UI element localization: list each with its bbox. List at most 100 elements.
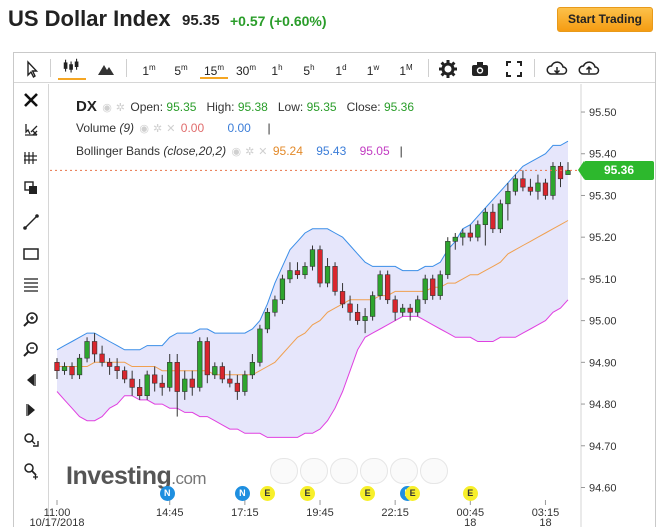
candle <box>445 237 451 279</box>
interval-15m[interactable]: 15m <box>200 57 228 79</box>
scroll-right-icon[interactable] <box>21 400 41 420</box>
nav-zoom-out-button[interactable] <box>330 458 358 484</box>
camera-icon[interactable] <box>470 58 490 80</box>
economic-event-marker[interactable]: E <box>462 486 478 501</box>
economic-event-marker[interactable]: E <box>405 486 421 501</box>
candle-body <box>302 266 308 276</box>
magnet-icon[interactable] <box>21 430 41 450</box>
close-icon[interactable]: ✕ <box>166 123 176 135</box>
candle-body <box>287 270 293 280</box>
candle-body <box>114 366 120 371</box>
measure-icon[interactable] <box>21 148 41 168</box>
download-icon[interactable] <box>546 58 568 80</box>
x-tick-label: 19:45 <box>306 507 334 519</box>
line-icon[interactable] <box>21 212 41 232</box>
interval-1m[interactable]: 1m <box>142 63 156 78</box>
interval-5h[interactable]: 5h <box>303 63 315 78</box>
candle <box>137 379 143 400</box>
eye-icon[interactable]: ◉ <box>139 123 149 135</box>
candle <box>242 370 248 396</box>
gear-icon[interactable] <box>438 58 458 80</box>
logo-text: Investing <box>66 462 172 490</box>
close-icon[interactable] <box>21 90 41 110</box>
open-label: Open: <box>130 100 164 114</box>
candle-body <box>272 299 278 313</box>
interval-1M[interactable]: 1M <box>399 63 413 78</box>
candle-body <box>249 362 256 376</box>
x-tick-label: 14:45 <box>156 507 184 519</box>
economic-event-marker[interactable]: E <box>360 486 376 501</box>
candle-body <box>197 341 203 388</box>
close-icon[interactable]: ✕ <box>258 146 268 158</box>
interval-1w[interactable]: 1w <box>366 63 380 78</box>
candle <box>204 337 210 384</box>
candle-body <box>257 328 263 363</box>
candle-body <box>520 178 526 188</box>
candle-body <box>189 378 195 388</box>
candle <box>54 358 60 380</box>
candles-icon[interactable] <box>58 56 86 80</box>
gear-icon[interactable]: ✲ <box>245 146 255 158</box>
y-tick-label: 94.70 <box>589 441 617 453</box>
zoom-in-icon[interactable] <box>21 310 41 330</box>
economic-event-marker[interactable]: E <box>299 486 315 501</box>
nav-left-button[interactable] <box>270 458 298 484</box>
eye-icon[interactable]: ◉ <box>102 102 112 114</box>
close-label: Close: <box>346 100 381 114</box>
rectangle-icon[interactable] <box>21 244 41 264</box>
nav-right-button[interactable] <box>420 458 448 484</box>
interval-1d[interactable]: 1d <box>335 63 347 78</box>
candle <box>234 374 240 400</box>
fib-icon[interactable] <box>21 274 41 294</box>
zoom-out-icon[interactable] <box>21 340 41 360</box>
nav-zoom-button[interactable] <box>360 458 388 484</box>
news-event-marker[interactable]: N <box>159 486 175 501</box>
scroll-left-icon[interactable] <box>21 370 41 390</box>
mountain-icon[interactable] <box>96 58 116 80</box>
economic-event-marker[interactable]: E <box>259 486 275 501</box>
gear-icon[interactable]: ✲ <box>115 102 126 114</box>
nav-reset-button[interactable] <box>390 458 418 484</box>
candle-body <box>505 190 511 205</box>
x-tick-label: 03:15 <box>532 507 560 519</box>
bb-upper-value: 95.43 <box>316 144 347 158</box>
candle-body <box>174 362 180 392</box>
last-price-tag: 95.36 <box>578 160 654 180</box>
nav-zoom-in-button[interactable] <box>300 458 328 484</box>
candle-body <box>512 178 519 192</box>
news-event-marker[interactable]: N <box>234 486 250 501</box>
x-tick-label: 00:45 <box>457 507 485 519</box>
volume-value-1: 0.00 <box>180 121 205 135</box>
candle <box>535 174 541 200</box>
crosshair-icon[interactable] <box>21 120 41 140</box>
fullscreen-icon[interactable] <box>504 58 524 80</box>
candle-body <box>309 249 316 267</box>
copy-icon[interactable] <box>21 178 41 198</box>
candle-body <box>264 311 271 330</box>
x-tick-label: 22:15 <box>381 507 409 519</box>
upload-icon[interactable] <box>578 58 600 80</box>
interval-30m[interactable]: 30m <box>235 63 257 78</box>
cursor-icon[interactable] <box>22 58 42 80</box>
candle <box>249 353 256 380</box>
candle <box>69 362 75 380</box>
low-value: 95.35 <box>306 100 337 114</box>
reset-icon[interactable] <box>21 460 41 480</box>
candle <box>294 262 301 279</box>
interval-5m[interactable]: 5m <box>174 63 188 78</box>
interval-1h[interactable]: 1h <box>271 63 283 78</box>
eye-icon[interactable]: ◉ <box>231 146 242 158</box>
gear-icon[interactable]: ✲ <box>153 123 163 135</box>
candle <box>189 370 195 396</box>
candle-body <box>76 357 83 376</box>
volume-legend: Volume (9) ◉ ✲ ✕ 0.00 0.00 | <box>76 121 271 135</box>
start-trading-button[interactable]: Start Trading <box>557 7 653 32</box>
candle-body <box>182 378 188 392</box>
candle-body <box>122 370 128 380</box>
candle-body <box>527 186 534 192</box>
toolbar-separator <box>50 59 51 77</box>
price-axis: 95.50 95.40 95.30 95.20 95.10 95.00 94.90 94.80… <box>581 107 617 494</box>
candle-body <box>54 362 60 371</box>
y-tick-label: 95.40 <box>589 149 617 161</box>
